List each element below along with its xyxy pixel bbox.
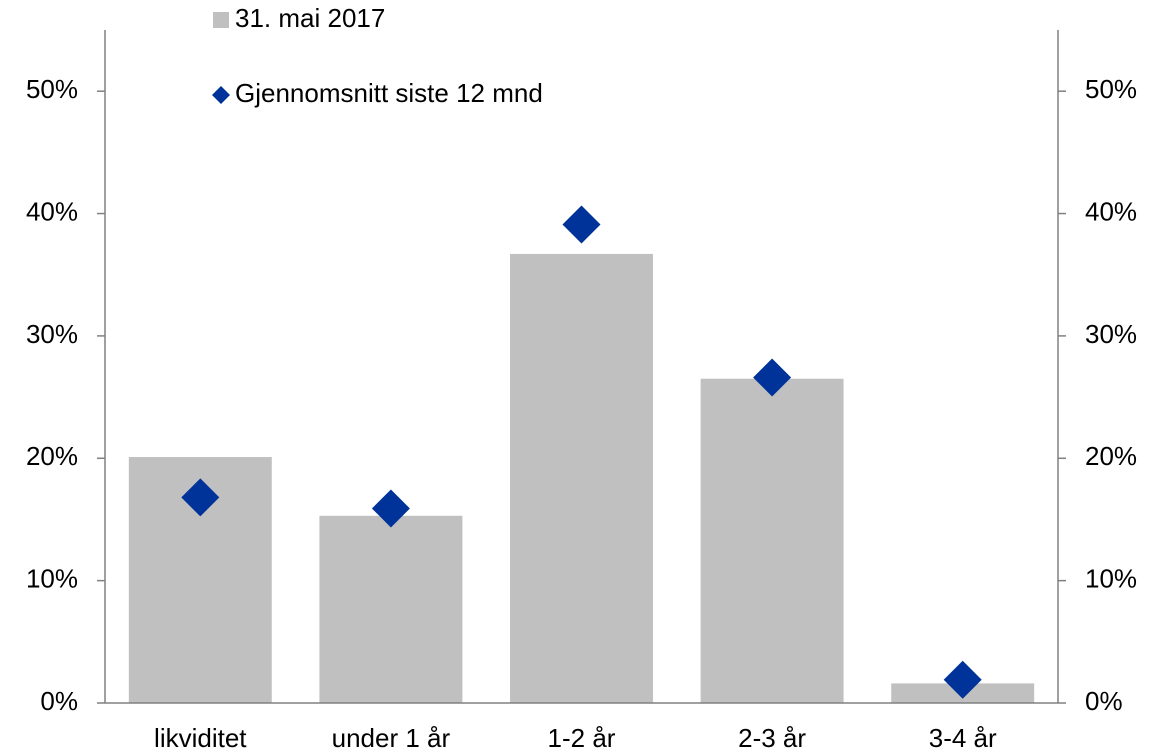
- x-tick-label: 1-2 år: [548, 723, 616, 753]
- diamond-marker: [371, 489, 410, 528]
- bar: [510, 253, 653, 703]
- y-tick-label: 40%: [26, 196, 78, 226]
- x-tick-label: under 1 år: [332, 723, 451, 753]
- y-tick-label: 30%: [26, 319, 78, 349]
- x-tick-label: likviditet: [154, 723, 247, 753]
- y2-tick-label: 50%: [1085, 74, 1137, 104]
- diamond-marker: [181, 478, 220, 517]
- y2-tick-label: 40%: [1085, 196, 1137, 226]
- legend-swatch: [213, 12, 229, 28]
- y-tick-label: 50%: [26, 74, 78, 104]
- legend-label: 31. mai 2017: [235, 3, 385, 33]
- y2-tick-label: 0%: [1085, 686, 1123, 716]
- diamond-marker: [562, 205, 601, 244]
- legend-label: Gjennomsnitt siste 12 mnd: [235, 78, 543, 108]
- y-tick-label: 10%: [26, 564, 78, 594]
- bar: [319, 515, 463, 703]
- y2-tick-label: 20%: [1085, 441, 1137, 471]
- y2-tick-label: 30%: [1085, 319, 1137, 349]
- x-tick-label: 3-4 år: [929, 723, 997, 753]
- diamond-marker: [753, 358, 792, 397]
- bar: [700, 378, 844, 703]
- diamond-marker: [943, 660, 982, 699]
- y-tick-label: 0%: [40, 686, 78, 716]
- y-tick-label: 20%: [26, 441, 78, 471]
- y2-tick-label: 10%: [1085, 564, 1137, 594]
- legend-swatch: [212, 86, 230, 104]
- x-tick-label: 2-3 år: [738, 723, 806, 753]
